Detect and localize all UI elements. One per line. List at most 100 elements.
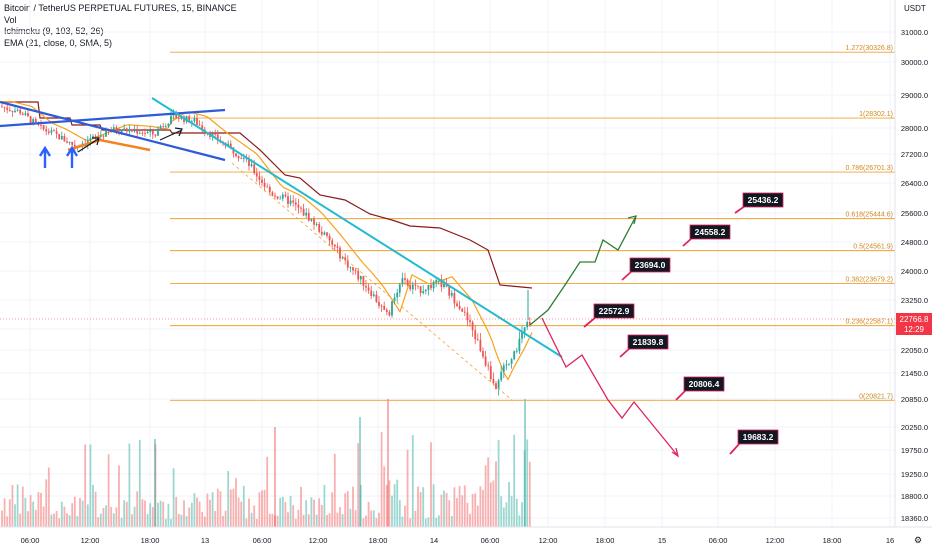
candle-body-90	[235, 153, 237, 157]
volume-bar-142	[370, 510, 373, 527]
volume-bar-68	[177, 513, 180, 527]
fib-label-0.236: 0.236(22587.1)	[846, 319, 893, 326]
candle-body-151	[393, 297, 396, 302]
indicator-ema[interactable]: EMA (21, close, 0, SMA, 5)	[4, 37, 113, 48]
volume-bar-74	[193, 493, 196, 527]
ema-path	[0, 101, 533, 381]
volume-bar-128	[333, 453, 336, 527]
candle-body-128	[333, 244, 336, 247]
candle-body-93	[242, 157, 245, 159]
arrow-black-2	[159, 127, 183, 141]
volume-bar-5	[14, 504, 16, 527]
volume-bar-77	[201, 511, 204, 527]
volume-bar-104	[271, 513, 274, 527]
volume-bar-73	[190, 502, 193, 527]
candle-body-54	[141, 132, 144, 134]
candle-body-140	[365, 285, 367, 288]
candle-body-72	[188, 116, 191, 123]
volume-bar-188	[489, 482, 492, 527]
price-tick-17: 18800.0	[901, 492, 928, 501]
volume-bar-155	[404, 505, 406, 527]
candle-body-98	[255, 173, 258, 177]
bearish-projection-path	[541, 317, 679, 457]
candle-body-194	[505, 364, 508, 366]
volume-bar-163	[424, 518, 427, 527]
candle-body-5	[14, 110, 16, 112]
volume-bar-47	[123, 500, 126, 527]
fibonacci-retracement: 1.272(30326.8) 1(28302.1) 0.786(26701.3) 0.…	[170, 45, 895, 401]
candle-body-22	[58, 133, 61, 140]
volume-spike-3	[387, 399, 389, 527]
time-label-8: 06:00	[481, 536, 500, 545]
candle-body-188	[489, 366, 492, 380]
volume-bar-34	[89, 444, 92, 527]
volume-bar-131	[341, 514, 344, 527]
candle-body-200	[521, 332, 523, 339]
candle-body-146	[380, 305, 383, 307]
candle-body-18	[47, 131, 50, 133]
bearish-target-1-stem	[675, 389, 687, 401]
bearish-target-2-box	[737, 429, 779, 445]
candle-body-197	[513, 351, 516, 360]
blue-up-arrow-1	[65, 145, 79, 168]
volume-bar-50	[131, 514, 133, 527]
bullish-target-1: 23694.0	[635, 260, 666, 270]
volume-bar-65	[170, 518, 172, 527]
candle-body-16	[42, 125, 45, 130]
volume-bar-173	[450, 516, 453, 527]
candle-body-126	[328, 235, 331, 241]
volume-bar-26	[68, 515, 71, 527]
candle-body-150	[391, 301, 393, 316]
bullish-target-0: 22572.9	[599, 306, 630, 316]
candle-body-119	[310, 218, 313, 221]
volume-bar-156	[406, 449, 409, 527]
volume-bar-94	[245, 518, 248, 527]
volume-bar-203	[528, 461, 531, 527]
candle-body-96	[250, 164, 253, 167]
candle-body-2	[6, 107, 9, 110]
volume-bar-169	[440, 494, 443, 527]
bullish-target-0-box	[593, 303, 635, 319]
volume-bar-37	[97, 517, 100, 527]
volume-bar-35	[92, 484, 94, 527]
volume-bar-53	[138, 439, 141, 527]
candle-body-139	[362, 275, 365, 286]
candle-body-57	[149, 130, 152, 133]
volume-bar-164	[427, 517, 430, 527]
candle-body-47	[123, 128, 126, 131]
candle-body-76	[198, 124, 201, 126]
volume-bar-75	[196, 497, 198, 527]
candle-body-60	[157, 128, 159, 136]
volume-bar-93	[242, 485, 245, 527]
candle-body-13	[34, 119, 37, 123]
volume-bar-192	[500, 496, 503, 527]
volume-bar-112	[292, 505, 295, 527]
volume-bar-178	[463, 485, 466, 527]
candle-body-193	[502, 365, 505, 372]
candle-body-176	[458, 305, 461, 310]
volume-bar-177	[461, 495, 464, 527]
volume-bar-148	[385, 484, 388, 527]
volume-bar-157	[409, 518, 412, 527]
candle-body-162	[422, 291, 425, 294]
candle-body-40	[105, 129, 107, 137]
volume-bar-111	[289, 495, 292, 527]
candle-body-23	[60, 136, 63, 140]
volume-bar-98	[255, 518, 258, 527]
volume-bar-159	[414, 510, 417, 527]
volume-bar-185	[482, 489, 484, 527]
candle-body-183	[476, 339, 479, 340]
trendline-cyan	[151, 97, 563, 358]
candle-body-9	[24, 113, 27, 115]
candle-body-170	[443, 284, 445, 288]
indicator-volume[interactable]: Vol	[4, 14, 17, 25]
indicator-ichimoku[interactable]: Ichimoku (9, 103, 52, 26)	[4, 26, 104, 36]
candle-body-104	[271, 192, 274, 196]
grid	[0, 0, 895, 527]
volume-bar-125	[326, 514, 328, 527]
trendline-blue-lower	[0, 100, 226, 162]
candle-body-7	[19, 109, 22, 114]
volume-bar-16	[42, 506, 45, 527]
volume-bar-162	[422, 487, 425, 527]
